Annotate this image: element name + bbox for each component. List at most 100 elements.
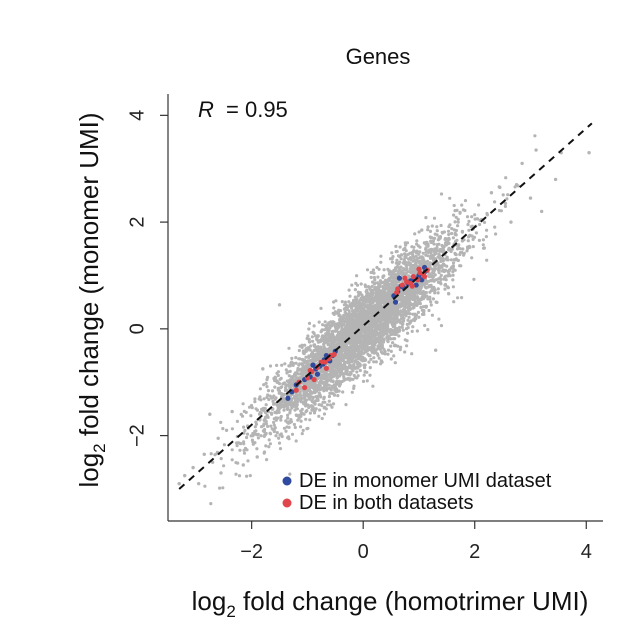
gene-point bbox=[437, 268, 441, 272]
gene-point bbox=[367, 341, 371, 346]
gene-point bbox=[377, 267, 381, 271]
gene-point bbox=[439, 277, 443, 282]
gene-point bbox=[376, 325, 380, 329]
y-axis-title-subscript: 2 bbox=[90, 443, 109, 452]
gene-point bbox=[374, 304, 378, 308]
gene-point bbox=[371, 296, 375, 300]
gene-point bbox=[406, 290, 411, 294]
gene-point bbox=[381, 285, 385, 289]
gene-point bbox=[403, 295, 407, 300]
gene-point bbox=[265, 395, 269, 399]
gene-point bbox=[222, 443, 226, 447]
gene-point bbox=[451, 278, 455, 282]
gene-point bbox=[469, 234, 473, 238]
gene-point bbox=[363, 283, 367, 287]
de-both-point bbox=[302, 384, 308, 391]
gene-point bbox=[265, 385, 269, 389]
gene-point bbox=[191, 465, 195, 470]
gene-point bbox=[372, 356, 376, 360]
gene-point bbox=[484, 235, 488, 239]
gene-point bbox=[371, 308, 375, 312]
gene-point bbox=[456, 217, 460, 221]
gene-point bbox=[240, 414, 245, 418]
gene-point bbox=[323, 350, 327, 354]
gene-point bbox=[335, 358, 339, 362]
gene-point bbox=[299, 367, 304, 371]
gene-point bbox=[309, 395, 313, 399]
gene-point bbox=[347, 358, 351, 362]
gene-point bbox=[324, 407, 328, 411]
gene-point bbox=[444, 241, 448, 245]
gene-point bbox=[533, 134, 537, 138]
gene-point bbox=[426, 250, 430, 254]
gene-point bbox=[439, 223, 443, 228]
gene-point bbox=[279, 392, 283, 396]
gene-point bbox=[417, 230, 421, 234]
gene-point bbox=[323, 324, 327, 328]
gene-point bbox=[314, 407, 318, 411]
gene-point bbox=[335, 343, 339, 348]
gene-point bbox=[322, 395, 326, 399]
gene-point bbox=[384, 325, 388, 329]
gene-point bbox=[323, 400, 327, 404]
gene-point bbox=[349, 336, 353, 340]
gene-point bbox=[339, 331, 344, 335]
gene-point bbox=[361, 358, 365, 363]
gene-point bbox=[337, 367, 341, 371]
gene-point bbox=[253, 397, 257, 401]
gene-point bbox=[403, 252, 407, 256]
gene-point bbox=[319, 373, 324, 378]
gene-point bbox=[327, 399, 331, 403]
gene-point bbox=[289, 383, 293, 387]
gene-point bbox=[216, 436, 220, 440]
gene-point bbox=[398, 245, 402, 249]
gene-point bbox=[445, 264, 449, 268]
gene-point bbox=[411, 325, 415, 329]
gene-point bbox=[392, 324, 397, 328]
gene-point bbox=[235, 441, 239, 445]
gene-point bbox=[534, 148, 538, 152]
gene-point bbox=[242, 448, 246, 452]
gene-point bbox=[345, 325, 349, 330]
gene-point bbox=[393, 361, 397, 365]
gene-point bbox=[290, 432, 295, 436]
gene-point bbox=[443, 283, 447, 287]
gene-point bbox=[447, 269, 451, 273]
gene-point bbox=[268, 432, 273, 436]
de-monomer-point bbox=[413, 282, 419, 288]
gene-point bbox=[287, 346, 291, 350]
gene-point bbox=[330, 329, 335, 333]
gene-point bbox=[372, 360, 376, 364]
gene-point bbox=[301, 428, 305, 432]
gene-point bbox=[358, 349, 362, 354]
gene-point bbox=[449, 258, 453, 262]
gene-point bbox=[354, 341, 358, 345]
gene-point bbox=[436, 291, 440, 295]
gene-point bbox=[452, 300, 456, 304]
gene-point bbox=[299, 385, 303, 389]
gene-point bbox=[353, 350, 357, 354]
gene-point bbox=[452, 268, 456, 272]
gene-point bbox=[348, 294, 352, 298]
gene-point bbox=[418, 298, 422, 303]
gene-point bbox=[315, 337, 319, 341]
gene-point bbox=[209, 502, 213, 506]
gene-point bbox=[408, 251, 412, 255]
gene-point bbox=[320, 348, 324, 352]
gene-point bbox=[299, 400, 303, 404]
gene-point bbox=[361, 319, 366, 324]
gene-point bbox=[437, 252, 441, 256]
gene-point bbox=[453, 252, 457, 256]
gene-point bbox=[448, 196, 452, 200]
gene-point bbox=[432, 242, 436, 246]
gene-point bbox=[477, 203, 481, 207]
gene-point bbox=[325, 403, 330, 407]
gene-point bbox=[404, 298, 408, 302]
gene-point bbox=[399, 345, 403, 349]
gene-point bbox=[471, 245, 475, 249]
gene-point bbox=[283, 362, 287, 366]
gene-point bbox=[263, 427, 267, 432]
gene-point bbox=[413, 300, 417, 304]
gene-point bbox=[282, 408, 286, 412]
gene-point bbox=[408, 320, 412, 324]
